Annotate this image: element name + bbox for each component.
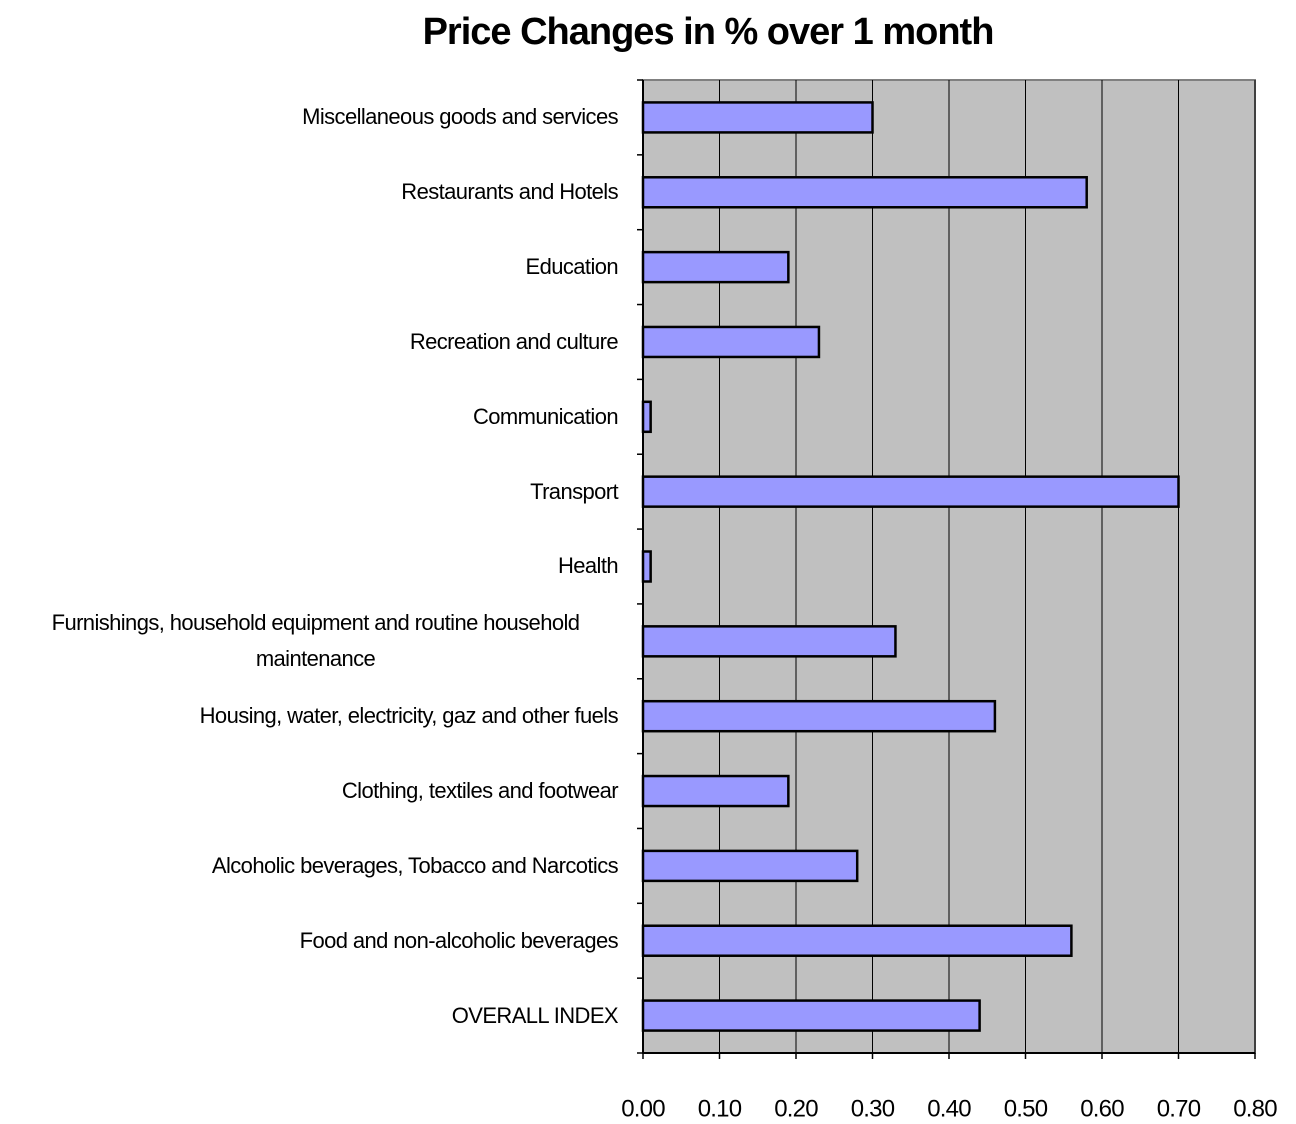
bar <box>641 101 874 134</box>
chart-title: Price Changes in % over 1 month <box>423 11 994 53</box>
category-label: Education <box>525 254 619 280</box>
x-tick-label: 0.70 <box>1157 1095 1201 1122</box>
y-tick-label: Clothing, textiles and footwear <box>0 754 619 829</box>
bar <box>641 699 997 733</box>
bar <box>641 250 790 284</box>
bar <box>641 176 1088 209</box>
y-tick-label: Restaurants and Hotels <box>0 155 618 230</box>
category-label: Clothing, textiles and footwear <box>341 778 619 804</box>
y-tick-label: OVERALL INDEX <box>0 978 619 1053</box>
x-tick-label: 0.00 <box>621 1095 665 1122</box>
category-label: Alcoholic beverages, Tobacco and Narcoti… <box>211 852 619 878</box>
y-tick-label: Alcoholic beverages, Tobacco and Narcoti… <box>0 828 619 903</box>
y-tick-label: Transport <box>0 454 619 529</box>
bar <box>641 475 1180 508</box>
y-tick-label: Education <box>0 230 619 305</box>
x-tick-label: 0.20 <box>774 1095 818 1122</box>
y-tick-label: Recreation and culture <box>0 305 619 380</box>
category-label: Furnishings, household equipment and rou… <box>51 610 580 672</box>
category-label: Restaurants and Hotels <box>401 179 618 205</box>
bar <box>641 999 981 1032</box>
bar <box>641 924 1073 957</box>
x-tick-label: 0.30 <box>851 1095 895 1122</box>
category-label: Miscellaneous goods and services <box>302 104 618 130</box>
x-tick-label: 0.60 <box>1080 1095 1124 1122</box>
bar <box>641 550 652 583</box>
x-tick-label: 0.80 <box>1233 1095 1277 1122</box>
x-tick-label: 0.50 <box>1004 1095 1048 1122</box>
category-label: Health <box>558 553 619 579</box>
category-label: Housing, water, electricity, gaz and oth… <box>199 703 619 729</box>
bar <box>641 849 859 883</box>
x-tick-label: 0.40 <box>927 1095 971 1122</box>
category-label: Food and non-alcoholic beverages <box>299 927 619 953</box>
y-tick-label: Miscellaneous goods and services <box>0 80 618 155</box>
bar <box>641 400 652 434</box>
category-label: OVERALL INDEX <box>451 1002 619 1028</box>
bar <box>641 325 821 359</box>
x-tick-label: 0.10 <box>698 1095 742 1122</box>
bar <box>641 625 897 658</box>
y-tick-label: Communication <box>0 379 619 454</box>
bar <box>641 774 790 808</box>
category-label: Recreation and culture <box>409 328 619 354</box>
y-tick-label: Furnishings, household equipment and rou… <box>0 604 618 679</box>
y-tick-label: Food and non-alcoholic beverages <box>0 903 619 978</box>
category-label: Transport <box>530 478 619 504</box>
y-tick-label: Housing, water, electricity, gaz and oth… <box>0 679 619 754</box>
category-label: Communication <box>472 403 619 429</box>
y-tick-label: Health <box>0 529 619 604</box>
